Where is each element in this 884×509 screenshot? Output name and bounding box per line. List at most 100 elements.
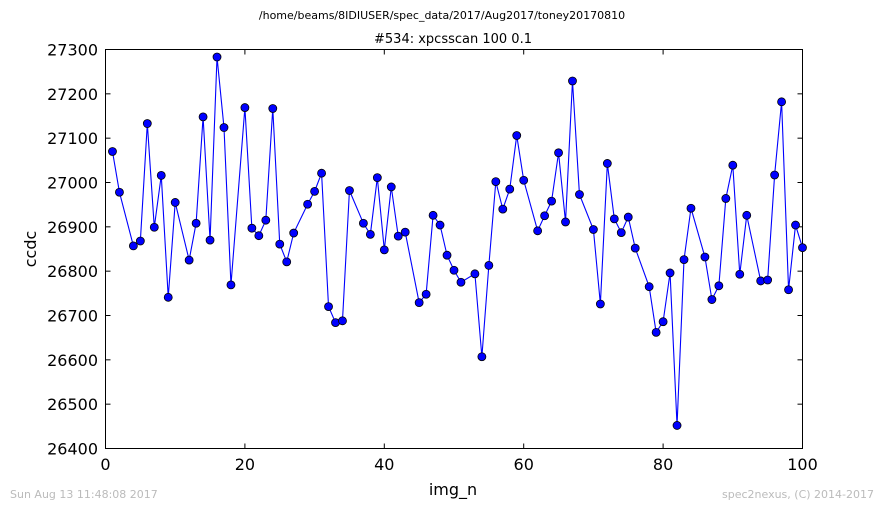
data-point	[282, 257, 292, 267]
x-tick-label: 60	[514, 455, 534, 474]
data-point	[477, 352, 487, 362]
data-point	[623, 212, 633, 222]
data-point	[156, 171, 166, 180]
data-point	[595, 299, 605, 309]
y-tick-label: 26800	[47, 262, 98, 281]
data-point	[358, 218, 368, 228]
data-point	[616, 228, 626, 237]
data-point	[777, 97, 786, 107]
data-point	[289, 228, 299, 238]
y-axis-label: ccdc	[21, 231, 40, 268]
data-point	[372, 173, 382, 183]
data-point	[170, 198, 180, 207]
data-point	[714, 281, 724, 291]
data-point	[672, 421, 682, 430]
data-point	[400, 227, 410, 237]
data-point	[470, 269, 480, 279]
x-tick-label: 0	[100, 455, 110, 474]
data-point	[770, 170, 780, 180]
data-point	[421, 289, 431, 299]
data-point	[163, 292, 173, 302]
data-point	[324, 302, 333, 312]
data-point	[533, 226, 543, 236]
data-point	[226, 280, 236, 290]
data-point	[212, 52, 222, 62]
data-point	[742, 210, 752, 220]
data-point	[547, 196, 556, 206]
y-tick-label: 26600	[47, 351, 98, 370]
data-point	[735, 269, 745, 279]
figure-suptitle: /home/beams/8IDIUSER/spec_data/2017/Aug2…	[259, 9, 625, 22]
data-point	[247, 223, 257, 233]
data-point	[428, 210, 438, 220]
y-tick-label: 27100	[47, 129, 98, 148]
data-point	[798, 243, 807, 253]
data-point	[484, 261, 494, 270]
data-point	[707, 295, 717, 304]
data-point	[602, 159, 612, 168]
data-point	[644, 282, 654, 292]
data-point	[449, 265, 459, 275]
data-point	[519, 175, 529, 185]
footer-credit: spec2nexus, (C) 2014-2017	[722, 488, 874, 501]
data-point	[589, 225, 598, 234]
data-point	[184, 255, 194, 265]
data-point	[554, 148, 563, 158]
y-tick-label: 27200	[47, 85, 98, 104]
data-point	[665, 268, 675, 278]
data-point	[630, 243, 640, 253]
data-point	[414, 298, 424, 308]
x-tick-label: 40	[374, 455, 394, 474]
data-point	[386, 182, 396, 192]
data-point	[728, 160, 738, 170]
data-point	[505, 184, 515, 194]
y-tick-label: 27000	[47, 174, 98, 193]
footer-timestamp: Sun Aug 13 11:48:08 2017	[10, 488, 158, 501]
data-point	[365, 229, 375, 239]
data-point	[512, 131, 522, 140]
data-point	[686, 203, 696, 213]
data-point	[784, 285, 793, 295]
data-point	[135, 236, 145, 246]
data-point	[254, 231, 264, 241]
data-point	[763, 275, 773, 285]
data-point	[435, 220, 445, 230]
data-point	[679, 255, 689, 265]
data-point	[345, 186, 354, 195]
data-point	[379, 245, 389, 255]
data-point	[240, 103, 250, 112]
data-point	[268, 104, 278, 113]
data-series	[108, 52, 807, 430]
data-point	[303, 199, 313, 209]
data-point	[275, 239, 285, 249]
data-point	[205, 235, 215, 245]
data-point	[198, 112, 208, 122]
data-point	[115, 187, 124, 197]
y-tick-label: 26900	[47, 218, 98, 237]
data-point	[108, 147, 117, 156]
x-tick-label: 100	[787, 455, 818, 474]
data-point	[491, 177, 501, 187]
y-tick-label: 26700	[47, 307, 98, 326]
x-tick-label: 20	[235, 455, 255, 474]
y-axis: 26400 26500 26600 26700 26800 26900 27000 27100…	[47, 41, 803, 459]
data-point	[338, 316, 347, 326]
series-line	[111, 56, 804, 426]
y-tick-label: 27300	[47, 41, 98, 60]
data-point	[700, 252, 710, 262]
data-point	[456, 277, 466, 287]
data-point	[651, 327, 661, 337]
data-point	[317, 168, 326, 178]
data-point	[142, 119, 152, 128]
y-tick-label: 26500	[47, 395, 98, 414]
data-point	[393, 231, 403, 241]
data-point	[128, 241, 138, 251]
plot-area-frame	[105, 49, 803, 449]
x-tick-label: 80	[653, 455, 673, 474]
data-point	[609, 214, 619, 224]
data-point	[310, 186, 320, 196]
x-axis-label: img_n	[429, 480, 477, 500]
data-point	[191, 218, 201, 228]
x-axis: 0 20 40 60 80 100	[100, 49, 818, 474]
